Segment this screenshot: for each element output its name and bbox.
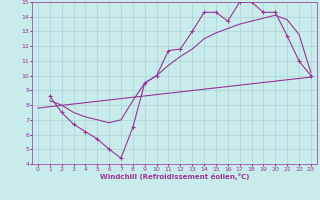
X-axis label: Windchill (Refroidissement éolien,°C): Windchill (Refroidissement éolien,°C)	[100, 173, 249, 180]
